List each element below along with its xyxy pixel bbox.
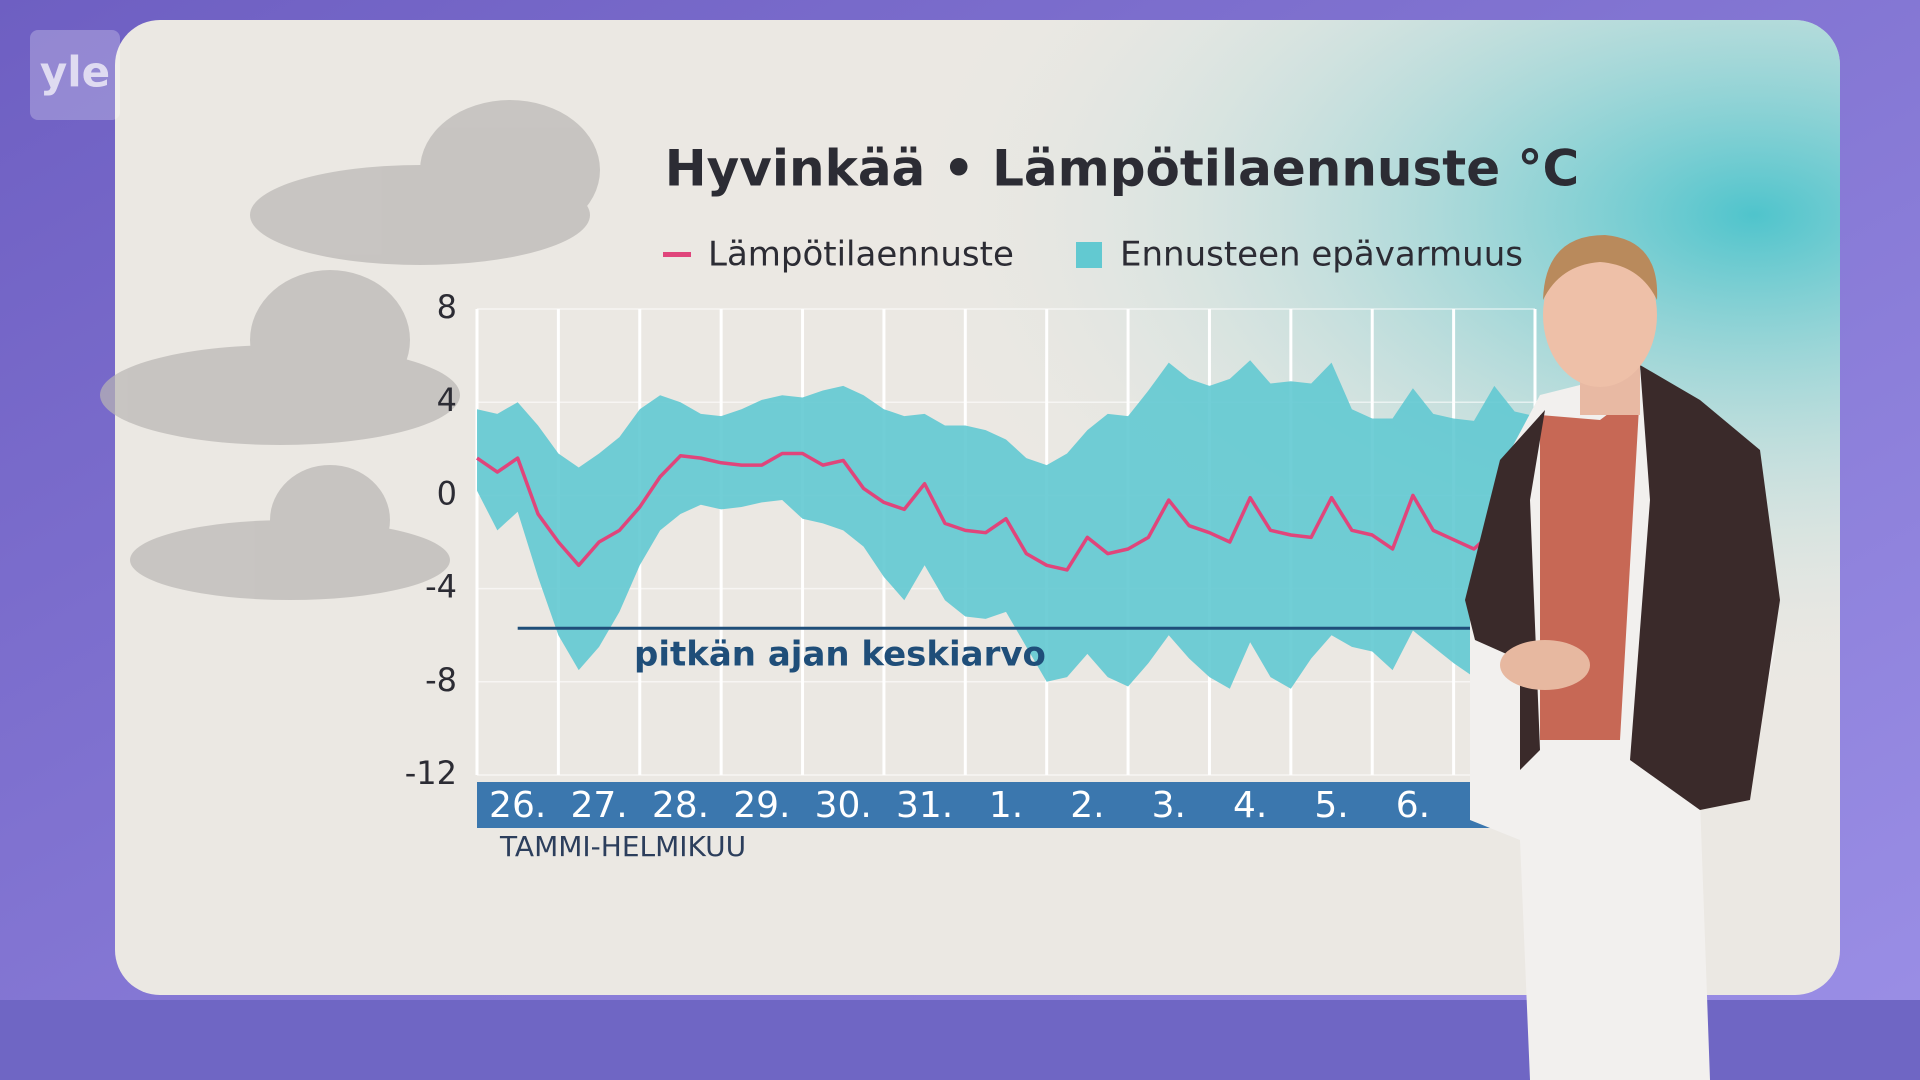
- logo-box: [30, 30, 120, 120]
- y-tick-label: -4: [425, 568, 457, 606]
- temperature-line: [476, 451, 1536, 572]
- x-tick-label: 28.: [652, 785, 709, 826]
- x-tick-label: 4.: [1233, 785, 1267, 826]
- x-tick-label: 31.: [896, 785, 953, 826]
- y-tick-label: 8: [437, 288, 457, 326]
- legend-swatch: [1076, 242, 1102, 268]
- y-tick-label: 4: [437, 381, 457, 419]
- x-tick-label: 3.: [1152, 785, 1186, 826]
- reference-label: pitkän ajan keskiarvo: [634, 635, 1046, 675]
- chart-title: Hyvinkää • Lämpötilaennuste °C: [665, 140, 1579, 198]
- y-tick-label: -12: [405, 754, 457, 792]
- y-tick-label: 0: [437, 474, 457, 512]
- x-tick-label: 6.: [1396, 785, 1430, 826]
- x-tick-label: 2.: [1070, 785, 1104, 826]
- x-axis-label: TAMMI-HELMIKUU: [499, 830, 746, 863]
- cloud-decoration: [100, 100, 600, 600]
- presenter-hair: [1543, 235, 1658, 300]
- date-bar: [477, 782, 1535, 828]
- x-tick-label: 1.: [989, 785, 1023, 826]
- legend-label: Lämpötilaennuste: [708, 235, 1014, 275]
- x-tick-label: 27.: [570, 785, 627, 826]
- presenter: [1465, 235, 1780, 1080]
- legend-label: Ennusteen epävarmuus: [1120, 235, 1523, 275]
- x-tick-label: 5.: [1314, 785, 1348, 826]
- logo: yle: [40, 48, 110, 97]
- presenter-head: [1543, 243, 1657, 387]
- y-tick-label: -8: [425, 661, 457, 699]
- x-tick-label: 30.: [815, 785, 872, 826]
- x-tick-label: 26.: [489, 785, 546, 826]
- x-tick-label: 29.: [733, 785, 790, 826]
- presenter-jacket: [1465, 365, 1780, 810]
- plot: Lämpötilaennuste Ennusteen epävarmuus -12 -…: [405, 235, 1537, 863]
- presenter-hands: [1500, 640, 1590, 690]
- uncertainty-band: [477, 360, 1535, 689]
- legend-swatch: [663, 252, 691, 257]
